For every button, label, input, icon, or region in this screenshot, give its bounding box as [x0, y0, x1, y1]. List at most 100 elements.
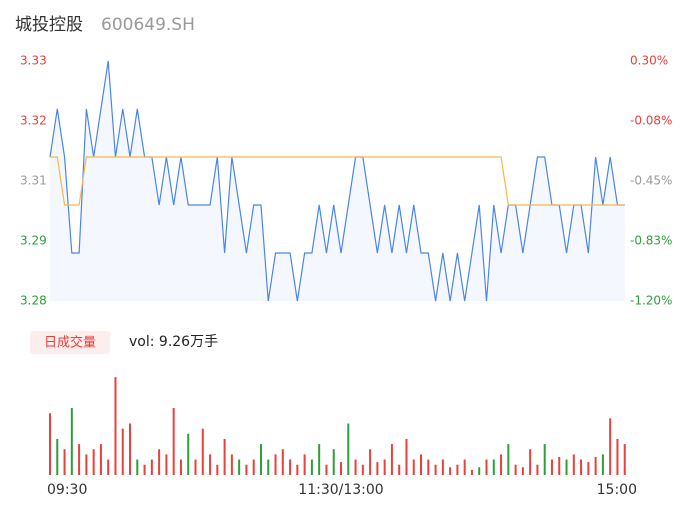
volume-bar: [390, 444, 393, 475]
volume-bar: [492, 459, 495, 475]
y2-tick-label: -0.08%: [630, 114, 672, 128]
volume-bar: [441, 459, 444, 475]
volume-bar: [289, 459, 292, 475]
y2-tick-label: 0.30%: [630, 54, 668, 68]
volume-bar: [158, 449, 161, 475]
volume-bar: [340, 462, 342, 475]
volume-bar: [325, 464, 328, 475]
volume-bar: [347, 423, 350, 475]
average-line: [50, 156, 625, 206]
volume-bar: [129, 423, 132, 475]
volume-bar: [383, 459, 386, 475]
volume-bar: [121, 428, 124, 475]
volume-bar: [201, 428, 204, 475]
volume-bar: [310, 459, 313, 475]
volume-bar: [114, 377, 117, 475]
y2-tick-label: -0.83%: [630, 234, 672, 248]
y-tick-label: 3.33: [20, 54, 47, 68]
volume-title: 日成交量: [44, 335, 96, 351]
volume-bar: [478, 467, 481, 475]
volume-bar: [456, 464, 459, 475]
volume-bar: [150, 459, 153, 475]
volume-bar: [165, 454, 168, 475]
y-tick-label: 3.29: [20, 234, 47, 248]
volume-bar: [514, 464, 517, 475]
volume-bar: [332, 449, 335, 475]
volume-bar: [558, 456, 561, 475]
x-tick-label: 15:00: [597, 482, 637, 498]
volume-bar: [107, 459, 110, 475]
volume-bar: [500, 454, 503, 475]
volume-bar: [245, 464, 248, 475]
volume-bar: [521, 467, 524, 475]
volume-bar: [136, 459, 139, 475]
volume-bar: [609, 418, 612, 475]
volume-bar: [398, 464, 401, 475]
price-area: [50, 61, 625, 301]
volume-bar: [63, 449, 66, 475]
volume-bar: [223, 438, 226, 475]
volume-bar: [238, 459, 241, 475]
volume-bar: [369, 449, 372, 475]
volume-bar: [543, 444, 546, 475]
volume-bar: [143, 464, 146, 475]
volume-bar: [230, 454, 233, 475]
volume-bar: [412, 459, 415, 475]
volume-bar: [434, 464, 437, 475]
volume-bar: [259, 444, 262, 475]
y-tick-label: 3.32: [20, 114, 47, 128]
volume-bar: [507, 444, 510, 475]
volume-bar: [601, 454, 604, 475]
volume-bar: [56, 438, 59, 475]
volume-bar: [427, 459, 430, 475]
volume-bar: [303, 454, 306, 475]
volume-pill: [30, 331, 110, 354]
y-tick-label: 3.31: [20, 174, 47, 188]
volume-bar: [587, 462, 590, 475]
volume-bar: [376, 462, 379, 475]
volume-bar: [216, 464, 219, 475]
volume-bar: [274, 454, 277, 475]
volume-bar: [565, 459, 568, 475]
volume-bar: [470, 469, 473, 475]
y-tick-label: 3.28: [20, 294, 47, 308]
volume-bar: [296, 464, 299, 475]
volume-bar: [318, 444, 321, 475]
volume-bar: [463, 459, 466, 475]
volume-total: vol: 9.26万手: [129, 334, 218, 350]
x-tick-label: 09:30: [47, 482, 87, 498]
volume-bar: [49, 413, 51, 475]
volume-bar: [580, 459, 583, 475]
volume-bar: [252, 459, 255, 475]
volume-bar: [420, 454, 423, 475]
volume-bar: [267, 459, 270, 475]
volume-bar: [594, 456, 597, 475]
volume-bar: [172, 408, 175, 475]
volume-bar: [529, 449, 532, 475]
volume-bar: [281, 449, 284, 475]
volume-bar: [449, 467, 452, 475]
volume-bar: [85, 454, 88, 475]
volume-bar: [616, 438, 619, 475]
volume-bar: [485, 459, 488, 475]
volume-bar: [405, 438, 408, 475]
stock-name: 城投控股: [15, 15, 83, 35]
volume-bar: [354, 459, 357, 475]
volume-bar: [361, 464, 364, 475]
x-tick-label: 11:30/13:00: [298, 482, 383, 498]
volume-bar: [572, 454, 575, 475]
stock-code: 600649.SH: [101, 15, 195, 35]
y2-tick-label: -1.20%: [630, 294, 672, 308]
volume-bar: [623, 444, 626, 475]
volume-bar: [550, 459, 553, 475]
volume-bar: [92, 449, 95, 475]
volume-bar: [70, 408, 73, 475]
volume-bar: [536, 464, 539, 475]
volume-bar: [78, 444, 81, 475]
volume-bar: [209, 454, 212, 475]
y2-tick-label: -0.45%: [630, 174, 672, 188]
volume-bar: [187, 433, 190, 475]
volume-bar: [179, 459, 182, 475]
